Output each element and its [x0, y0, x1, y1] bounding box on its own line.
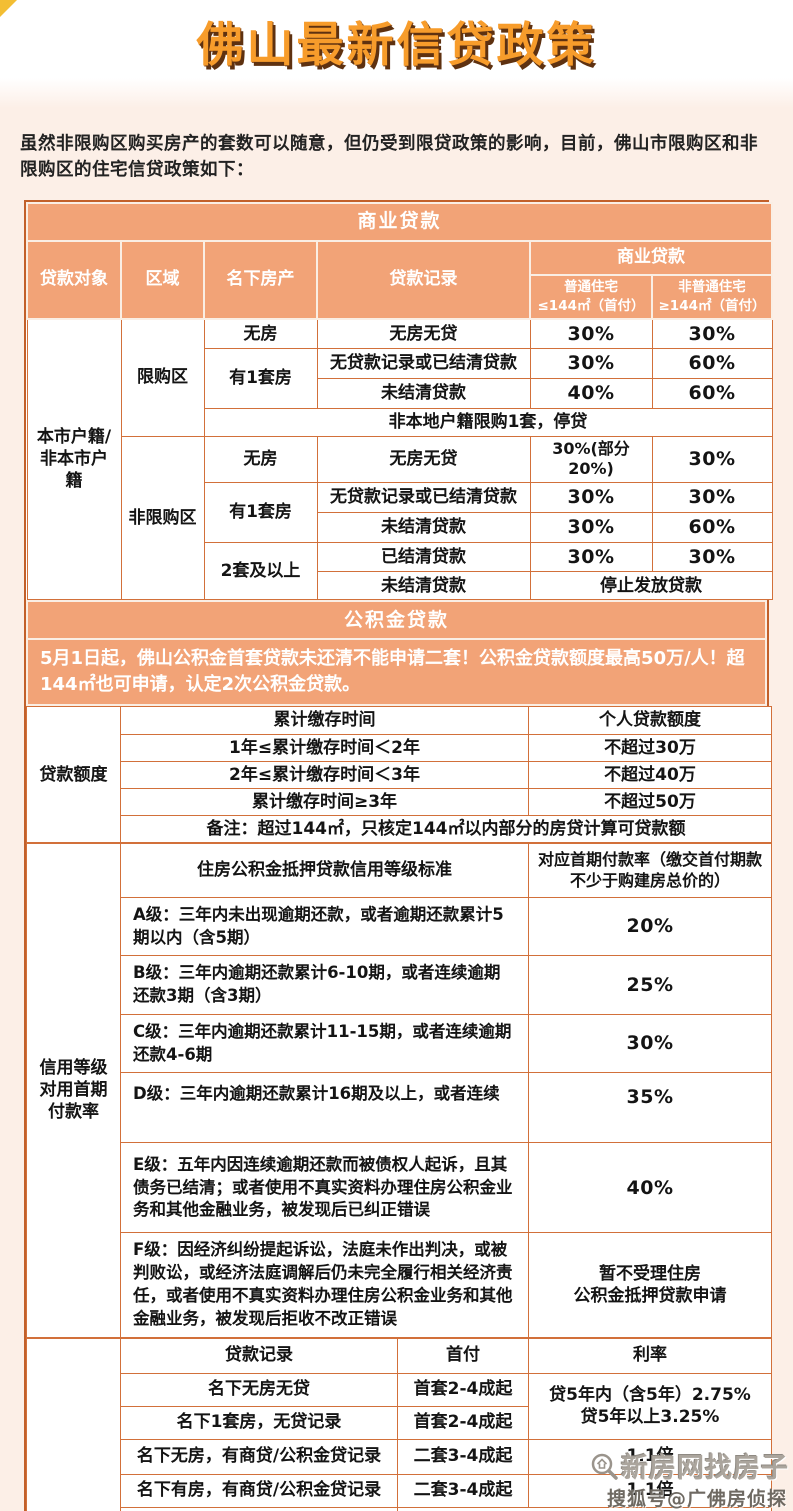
cell-rate-nonnormal: 30%: [651, 317, 773, 350]
rates-header-record: 贷款记录: [120, 1337, 398, 1374]
quota-time: 累计缴存时间≥3年: [120, 787, 529, 816]
cell-rate-nonnormal: 60%: [651, 348, 773, 379]
quota-header-time: 累计缴存时间: [120, 706, 529, 735]
rates-rate: 1.1倍: [528, 1473, 772, 1508]
cell-household-label: 本市户籍/ 非本市户籍: [26, 317, 122, 601]
cell-rate-nonnormal: 30%: [651, 541, 773, 573]
cell-record: 无房无贷: [316, 435, 531, 484]
cell-loan-stopped: 停止发放贷款: [529, 571, 773, 601]
header-loan-record: 贷款记录: [316, 239, 531, 320]
credit-rate-b: 25%: [528, 955, 772, 1015]
credit-header-rate: 对应首期付款率（缴交首付期款不少于购建房总价的）: [528, 842, 772, 898]
quota-amount: 不超过40万: [528, 760, 772, 789]
cell-record: 无贷款记录或已结清贷款: [316, 482, 531, 513]
credit-header-criteria: 住房公积金抵押贷款信用等级标准: [120, 842, 529, 898]
cell-rate-nonnormal: 60%: [651, 511, 773, 543]
rates-empty-cell: [26, 1337, 121, 1511]
credit-rate-d: 35%: [528, 1072, 772, 1144]
cell-rate-normal: 30%: [529, 541, 653, 573]
credit-rate-a: 20%: [528, 896, 772, 957]
cell-rate-normal: 30%: [529, 317, 653, 350]
policy-tables: 商业贷款 贷款对象 区域 名下房产 贷款记录 商业贷款 普通住宅 ≤144㎡（首…: [24, 199, 774, 1511]
rates-header-down: 首付: [397, 1337, 529, 1374]
watermark-account: 搜狐号@广佛房侦探: [606, 1488, 787, 1510]
credit-row-label: 信用等级 对用首期 付款率: [26, 842, 121, 1338]
cell-property: 有1套房: [203, 482, 318, 543]
rates-down: 首套2-4成起: [397, 1372, 529, 1407]
quota-time: 1年≤累计缴存时间＜2年: [120, 733, 529, 762]
fund-section: 公积金贷款 5月1日起，佛山公积金首套贷款未还清不能申请二套！公积金贷款额度最高…: [26, 600, 767, 707]
rates-record: 名下有房，有商贷/公积金贷记录: [120, 1473, 398, 1508]
cell-record: 无房无贷: [316, 317, 531, 350]
credit-rate-c: 30%: [528, 1013, 772, 1074]
rates-header-rate: 利率: [528, 1337, 772, 1374]
credit-criteria-c: C级：三年内逾期还款累计11-15期，或者连续逾期还款4-6期: [120, 1013, 529, 1074]
rates-record: 名下1套房，无贷记录: [120, 1405, 398, 1440]
rates-record: 名下2套及以上或有2次贷款记录: [120, 1506, 398, 1511]
page-title: 佛山最新信贷政策: [196, 18, 597, 73]
quota-amount: 不超过50万: [528, 787, 772, 816]
watermark: 新房网找房子 搜狐号@广佛房侦探: [589, 1446, 789, 1511]
fund-notice: 5月1日起，佛山公积金首套贷款未还清不能申请二套！公积金贷款额度最高50万/人！…: [26, 638, 767, 707]
cell-rate-nonnormal: 60%: [651, 377, 773, 409]
header-normal-housing: 普通住宅 ≤144㎡（首付）: [529, 273, 653, 320]
rates-record: 名下无房无贷: [120, 1372, 398, 1407]
cell-property: 无房: [203, 435, 318, 484]
cell-rate-nonnormal: 30%: [651, 482, 773, 513]
header-nonnormal-housing: 非普通住宅 ≥144㎡（首付）: [650, 273, 774, 320]
header-loan-object: 贷款对象: [26, 239, 122, 320]
cell-rate-nonnormal: 30%: [651, 435, 773, 484]
cell-record: 未结清贷款: [316, 377, 531, 409]
credit-criteria-d: D级：三年内逾期还款累计16期及以上，或者连续: [120, 1072, 529, 1144]
rates-rate: 1.1倍: [528, 1438, 772, 1475]
fund-section-bar: 公积金贷款: [26, 600, 767, 641]
cell-rate-normal: 30%(部分20%): [529, 435, 653, 484]
cell-property: 无房: [203, 317, 318, 350]
credit-rate-f: 暂不受理住房 公积金抵押贷款申请: [528, 1232, 772, 1338]
rates-loan-stopped: 停止发放贷款: [397, 1506, 772, 1511]
intro-paragraph: 虽然非限购区购买房产的套数可以随意，但仍受到限贷政策的影响，目前，佛山市限购区和…: [20, 134, 758, 181]
credit-rate-e: 40%: [528, 1142, 772, 1234]
rates-down: 首套2-4成起: [397, 1405, 529, 1440]
commercial-loan-table: 商业贷款 贷款对象 区域 名下房产 贷款记录 商业贷款 普通住宅 ≤144㎡（首…: [25, 201, 774, 601]
watermark-site-name: 新房网找房子: [621, 1453, 789, 1484]
cell-record: 无贷款记录或已结清贷款: [316, 348, 531, 379]
fund-rate-table: 贷款记录 首付 利率 名下无房无贷 首套2-4成起 贷5年内（含5年）2.75%…: [26, 1337, 772, 1511]
cell-record: 未结清贷款: [316, 511, 531, 543]
rates-record: 名下无房，有商贷/公积金贷记录: [120, 1438, 398, 1475]
cell-record: 未结清贷款: [316, 571, 531, 601]
cell-property: 有1套房: [203, 348, 318, 409]
loan-quota-table: 贷款额度 累计缴存时间 个人贷款额度 1年≤累计缴存时间＜2年 不超过30万 2…: [26, 706, 772, 843]
credit-criteria-a: A级：三年内未出现逾期还款，或者逾期还款累计5期以内（含5期）: [120, 896, 529, 957]
cell-record: 已结清贷款: [316, 541, 531, 573]
rates-down: 二套3-4成起: [397, 1438, 529, 1475]
cell-rate-normal: 30%: [529, 511, 653, 543]
cell-zone-restricted: 限购区: [120, 318, 205, 437]
credit-criteria-f: F级：因经济纠纷提起诉讼，法庭未作出判决，或被判败讼，或经济法庭调解后仍未完全履…: [120, 1232, 529, 1338]
corner-fold-decoration: [0, 0, 17, 17]
commercial-section-bar: 商业贷款: [25, 201, 774, 242]
cell-nonlocal-rule: 非本地户籍限购1套，停贷: [203, 407, 773, 437]
credit-criteria-e: E级：五年内因连续逾期还款而被债权人起诉，且其债务已结清；或者使用不真实资料办理…: [120, 1142, 529, 1234]
header-zone: 区域: [120, 239, 205, 320]
magnifier-house-logo-icon: [589, 1451, 619, 1481]
header-commercial-group: 商业贷款: [528, 239, 774, 276]
quota-amount: 不超过30万: [528, 733, 772, 762]
quota-header-amount: 个人贷款额度: [528, 706, 772, 735]
credit-criteria-b: B级：三年内逾期还款累计6-10期，或者连续逾期还款3期（含3期）: [120, 955, 529, 1015]
cell-rate-normal: 40%: [529, 377, 653, 409]
quota-note: 备注：超过144㎡，只核定144㎡以内部分的房贷计算可贷款额: [120, 814, 772, 843]
cell-rate-normal: 30%: [529, 348, 653, 379]
rates-down: 二套3-4成起: [397, 1473, 529, 1508]
credit-rating-table: 信用等级 对用首期 付款率 住房公积金抵押贷款信用等级标准 对应首期付款率（缴交…: [26, 842, 772, 1338]
cell-rate-normal: 30%: [529, 482, 653, 513]
quota-row-label: 贷款额度: [26, 706, 121, 843]
header-property: 名下房产: [203, 239, 318, 320]
cell-property: 2套及以上: [203, 541, 318, 601]
cell-zone-unrestricted: 非限购区: [120, 435, 205, 601]
rates-merged-rate: 贷5年内（含5年）2.75% 贷5年以上3.25%: [528, 1372, 772, 1440]
quota-time: 2年≤累计缴存时间＜3年: [120, 760, 529, 789]
